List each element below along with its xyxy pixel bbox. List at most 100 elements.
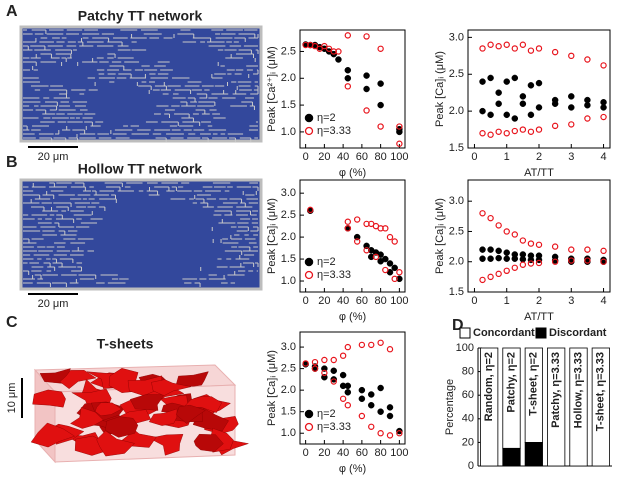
point [339,371,347,379]
y-tick-label: 2.0 [281,231,296,243]
point [584,246,591,253]
y-tick-label: 100 [456,342,474,354]
point [330,367,337,375]
y-axis-label: Peak [Ca]ᵢ (μM) [434,198,446,274]
point [503,255,510,262]
x-tick-label: 0 [303,151,309,163]
point [495,254,502,262]
x-axis-label: φ (%) [339,463,366,475]
point [511,74,519,82]
sheet-blob [104,416,139,438]
x-axis-label: φ (%) [339,167,366,179]
point [396,269,403,276]
scale-label: 20 μm [38,298,69,310]
point [568,104,575,111]
point [344,83,352,90]
point [344,225,352,232]
x-axis-label: AT/TT [524,167,554,179]
point [344,218,352,225]
point [344,402,352,409]
legend-label: η=2 [317,256,336,268]
category-label: Patchy, η=2 [505,352,517,413]
network-lines [23,182,259,287]
point [391,275,398,283]
y-tick-label: 1.0 [281,275,296,287]
bar-segment [502,447,521,467]
category-label: T-sheet, η=3.33 [595,352,607,431]
panel-letter: C [6,314,18,331]
point [368,423,375,430]
sheet-blob [30,422,76,448]
point [386,346,394,353]
point [503,111,510,119]
point [568,52,575,60]
point [358,395,366,403]
legend-swatch [535,327,547,339]
point [600,258,607,265]
point [535,104,543,111]
point [519,261,527,268]
point [495,270,502,278]
y-tick-label: 2.5 [449,68,464,80]
y-axis-label: Peak [Ca]ᵢ (μM) [266,350,278,426]
point [311,42,319,50]
point [487,111,494,119]
point [487,74,494,82]
point [551,48,559,56]
point [519,237,527,244]
legend-label: η=3.33 [317,269,351,281]
point [321,42,328,50]
point [551,243,559,250]
x-tick-label: 2 [536,295,542,307]
point [487,131,494,138]
sheet-blob [175,371,209,387]
bar-segment [480,347,499,467]
point [368,341,375,349]
x-tick-label: 0 [303,447,309,459]
point [479,255,486,262]
point [600,247,607,255]
y-tick-label: 1.5 [281,99,296,111]
point [325,45,333,52]
point [363,33,370,40]
point [377,101,384,109]
point [479,276,486,284]
y-tick-label: 1.0 [281,126,296,138]
x-tick-label: 1 [504,151,510,163]
point [535,126,543,133]
x-tick-label: 100 [390,447,408,459]
axes-frame [299,331,406,445]
point [503,130,510,137]
point [527,128,535,135]
point [391,238,398,245]
point [344,66,352,74]
y-tick-label: 2.5 [281,209,296,221]
point [330,356,337,364]
point [519,126,527,133]
point [495,89,502,96]
legend-marker [304,422,314,432]
sheet-blob [193,433,224,452]
x-tick-label: 80 [375,447,387,459]
point [568,93,575,100]
panel-title: T-sheets [97,336,154,352]
y-tick-label: 80 [462,366,474,378]
x-tick-label: 60 [356,151,368,163]
point [479,210,486,217]
sheet-blob [175,404,206,424]
point [386,233,394,241]
point [519,93,527,100]
y-axis-label: Peak [Ca]ᵢ (μM) [266,198,278,274]
legend-marker [304,257,314,267]
legend-label: η=2 [317,112,336,124]
point [479,45,486,52]
category-label: Random, η=2 [483,352,495,421]
point [377,384,384,392]
point [503,41,510,48]
x-tick-label: 2 [536,151,542,163]
point [479,246,486,253]
x-tick-label: 4 [600,295,606,307]
y-tick-label: 2.0 [449,256,464,268]
point [344,32,352,39]
